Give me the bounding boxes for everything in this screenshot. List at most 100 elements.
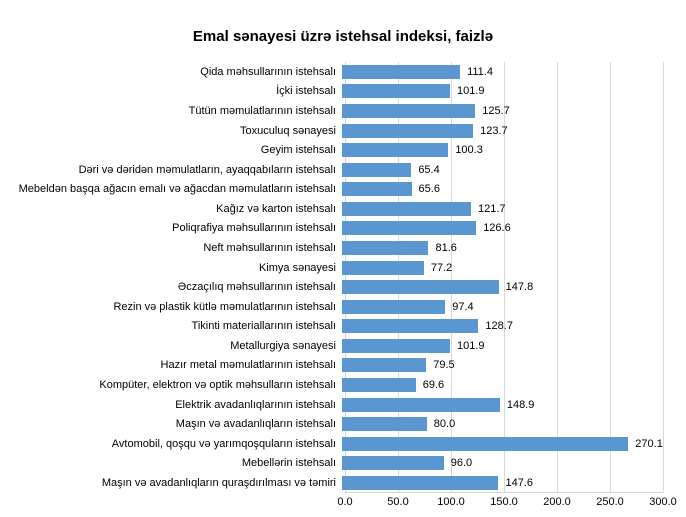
value-label: 148.9: [506, 398, 535, 411]
category-label: Toxuculuq sənayesi: [239, 124, 336, 137]
bar-track: 79.5: [341, 356, 686, 376]
bar-track: 97.4: [341, 297, 686, 317]
bar: [342, 123, 474, 138]
category-label: Neft məhsullarının istehsalı: [203, 241, 336, 254]
table-row: Tütün məmulatlarının istehsalı 125.7: [0, 101, 686, 121]
value-label: 123.7: [480, 124, 508, 137]
table-row: Avtomobil, qoşqu və yarımqoşquların iste…: [0, 434, 686, 454]
bar-track: 81.6: [341, 238, 686, 258]
value-label: 77.2: [430, 261, 453, 274]
value-label: 121.7: [478, 202, 506, 215]
category-label: Dəri və dəridən məmulatların, ayaqqabıla…: [78, 163, 336, 176]
bar: [342, 417, 427, 432]
value-label: 147.6: [505, 476, 533, 489]
value-label: 101.9: [457, 85, 485, 98]
category-label: Rezin və plastik kütlə məmulatlarının is…: [113, 300, 336, 313]
table-row: Kağız və karton istehsalı 121.7: [0, 199, 686, 219]
bar-track: 100.3: [341, 140, 686, 160]
value-label: 65.4: [418, 163, 440, 176]
bar: [342, 397, 500, 412]
table-row: Poliqrafiya məhsullarının istehsalı 126.6: [0, 219, 686, 239]
gridline: [504, 62, 505, 492]
bar: [342, 358, 427, 373]
value-label: 96.0: [450, 457, 473, 470]
table-row: Maşın və avadanlıqların quraşdırılması v…: [0, 473, 686, 493]
bar: [342, 84, 450, 99]
category-label: Mebellərin istehsalı: [241, 457, 336, 470]
bar: [342, 240, 429, 255]
bar: [342, 103, 476, 118]
bar-track: 147.8: [341, 277, 686, 297]
x-tick-label: 150.0: [490, 496, 518, 508]
table-row: Dəri və dəridən məmulatların, ayaqqabıla…: [0, 160, 686, 180]
category-label: Maşın və avadanlıqların quraşdırılması v…: [101, 476, 336, 489]
bar: [342, 201, 471, 216]
bar-track: 123.7: [341, 121, 686, 141]
bar-rows: Qida məhsullarının istehsalı 111.4 İçki is…: [0, 62, 686, 493]
value-label: 97.4: [452, 300, 474, 313]
table-row: Maşın və avadanlıqların istehsalı 80.0: [0, 414, 686, 434]
x-tick-label: 200.0: [543, 496, 571, 508]
value-label: 69.6: [422, 379, 445, 392]
value-label: 270.1: [635, 437, 663, 450]
gridline: [398, 62, 399, 492]
bar-track: 126.6: [341, 219, 686, 239]
bar: [342, 221, 477, 236]
bar: [342, 64, 461, 79]
x-tick-label: 100.0: [437, 496, 465, 508]
value-label: 79.5: [433, 359, 455, 372]
bar: [342, 162, 412, 177]
value-label: 125.7: [482, 104, 510, 117]
bar-track: 111.4: [341, 62, 686, 82]
bar-track: 270.1: [341, 434, 686, 454]
table-row: İçki istehsalı 101.9: [0, 82, 686, 102]
bar: [342, 182, 412, 197]
category-label: Avtomobil, qoşqu və yarımqoşquların iste…: [111, 437, 336, 450]
table-row: Neft məhsullarının istehsalı 81.6: [0, 238, 686, 258]
category-label: Metallurgiya sənayesi: [230, 339, 336, 352]
table-row: Elektrik avadanlıqlarının istehsalı 148.9: [0, 395, 686, 415]
table-row: Qida məhsullarının istehsalı 111.4: [0, 62, 686, 82]
category-label: Əczaçılıq məhsullarının istehsalı: [177, 281, 336, 294]
bar: [342, 378, 416, 393]
bar-track: 147.6: [341, 473, 686, 493]
bar-track: 101.9: [341, 336, 686, 356]
bar-track: 125.7: [341, 101, 686, 121]
bar-track: 80.0: [341, 414, 686, 434]
gridline: [557, 62, 558, 492]
table-row: Toxuculuq sənayesi 123.7: [0, 121, 686, 141]
x-tick-label: 0.0: [337, 496, 353, 508]
bar-track: 148.9: [341, 395, 686, 415]
bar: [342, 143, 449, 158]
category-label: Poliqrafiya məhsullarının istehsalı: [172, 222, 336, 235]
table-row: Kimya sənayesi 77.2: [0, 258, 686, 278]
bar-track: 65.6: [341, 179, 686, 199]
category-label: Qida məhsullarının istehsalı: [200, 65, 336, 78]
value-label: 126.6: [483, 222, 511, 235]
table-row: Mebeldən başqa ağacın emalı və ağacdan m…: [0, 179, 686, 199]
bar: [342, 319, 479, 334]
category-label: Elektrik avadanlıqlarının istehsalı: [175, 398, 336, 411]
bar: [342, 436, 629, 451]
table-row: Metallurgiya sənayesi 101.9: [0, 336, 686, 356]
category-label: Hazır metal məmulatlarının istehsalı: [160, 359, 336, 372]
category-label: Geyim istehsalı: [260, 144, 336, 157]
value-label: 111.4: [467, 65, 493, 78]
category-label: Kimya sənayesi: [258, 261, 336, 274]
bar: [342, 299, 446, 314]
category-label: Kağız və karton istehsalı: [216, 202, 336, 215]
value-label: 128.7: [485, 320, 513, 333]
bar-track: 128.7: [341, 317, 686, 337]
bar: [342, 475, 499, 490]
category-label: Tikinti materiallarının istehsalı: [191, 320, 336, 333]
bar-track: 69.6: [341, 375, 686, 395]
value-label: 100.3: [455, 144, 483, 157]
table-row: Rezin və plastik kütlə məmulatlarının is…: [0, 297, 686, 317]
bar-track: 77.2: [341, 258, 686, 278]
table-row: Tikinti materiallarının istehsalı 128.7: [0, 317, 686, 337]
bar: [342, 260, 424, 275]
chart-title: Emal sənayesi üzrə istehsal indeksi, fai…: [192, 28, 494, 45]
gridline: [451, 62, 452, 492]
x-tick-label: 300.0: [649, 496, 677, 508]
